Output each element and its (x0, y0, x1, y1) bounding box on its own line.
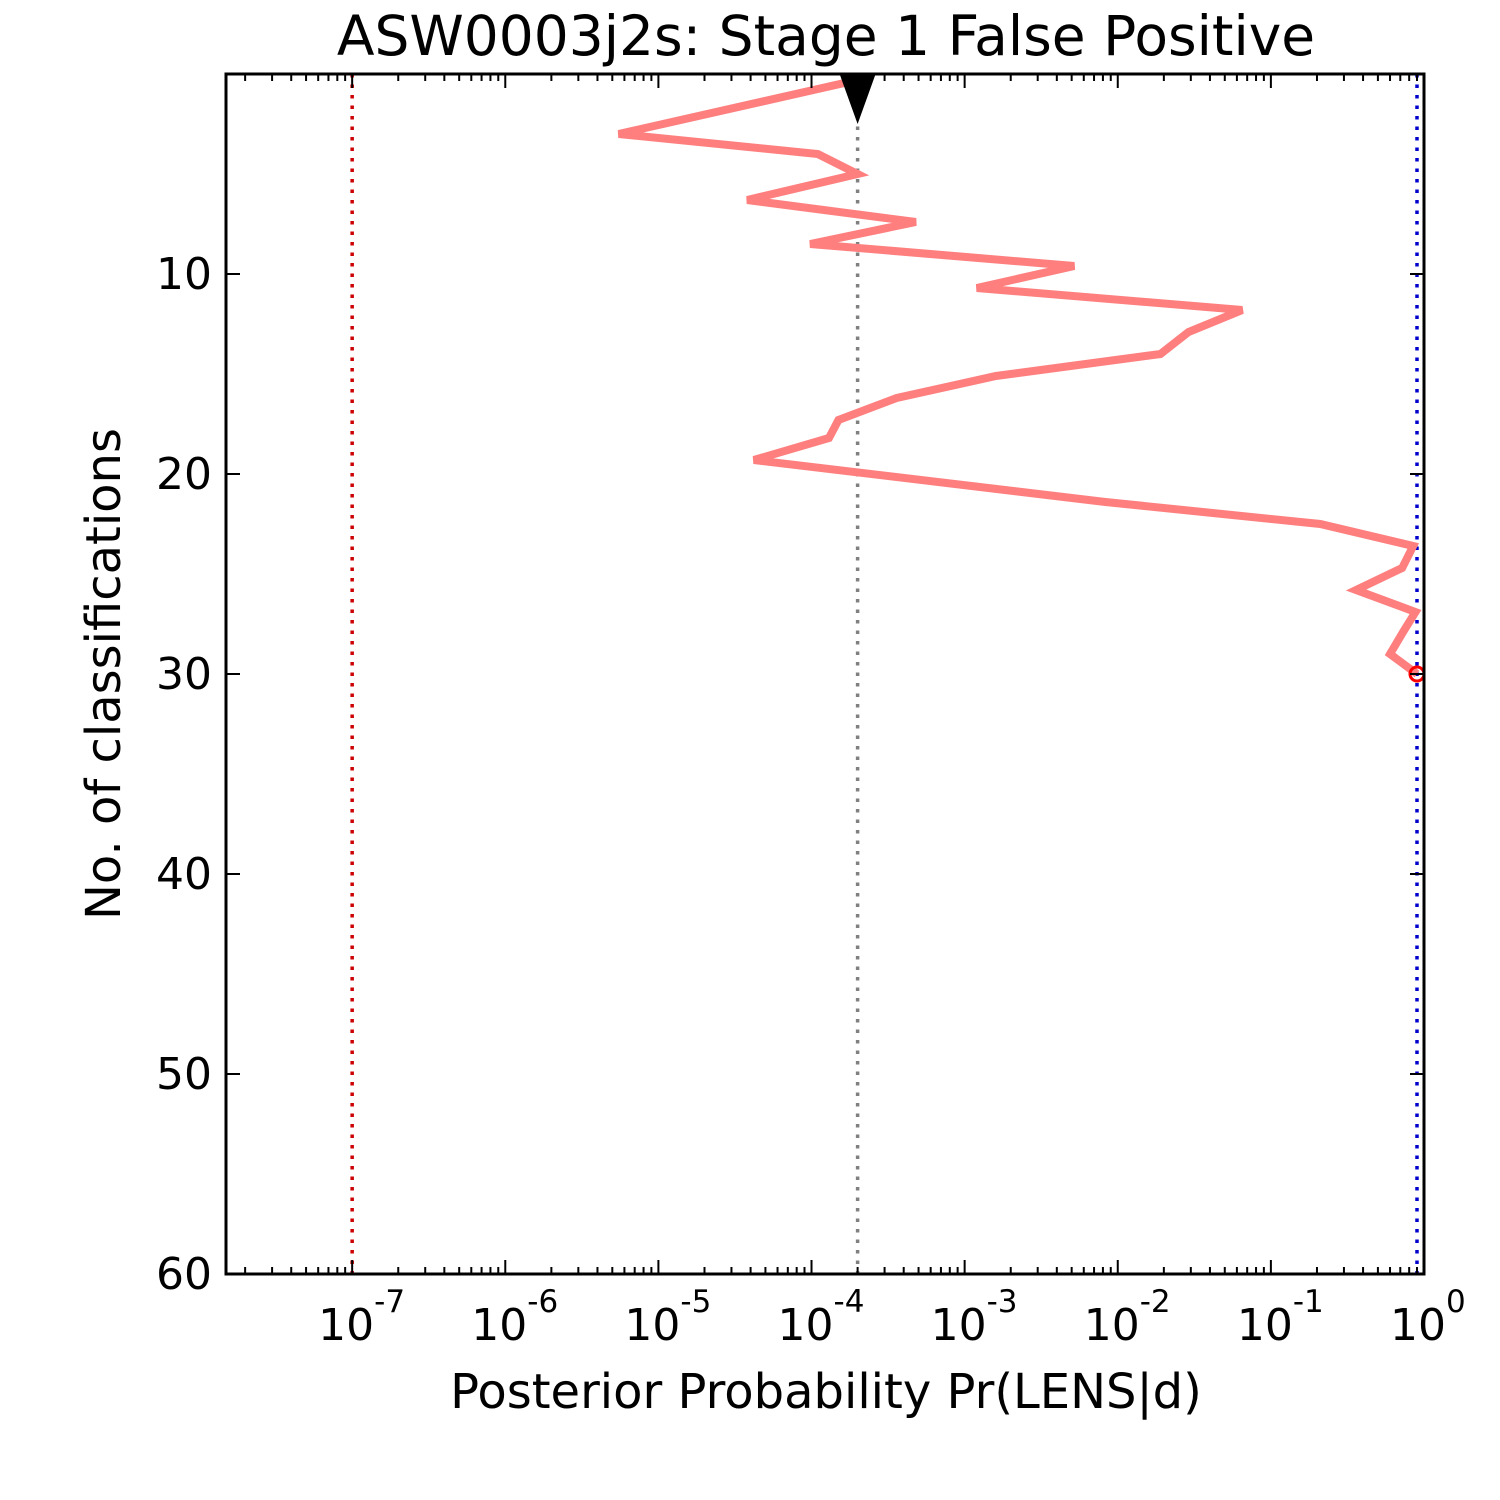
y-axis-label: No. of classifications (76, 428, 132, 920)
y-tick-label: 30 (156, 649, 212, 700)
y-tick-label: 40 (156, 849, 212, 900)
x-tick-exponent: -1 (1293, 1284, 1324, 1320)
x-tick-exponent: -6 (527, 1284, 558, 1320)
x-tick-label: 10 (931, 1300, 987, 1351)
x-tick-exponent: -3 (987, 1284, 1018, 1320)
y-tick-label: 50 (156, 1049, 212, 1100)
x-tick-exponent: 0 (1446, 1284, 1466, 1320)
x-tick-label: 10 (1084, 1300, 1140, 1351)
x-tick-exponent: -5 (680, 1284, 711, 1320)
plot-frame (224, 72, 1426, 1276)
x-tick-label: 10 (1390, 1300, 1446, 1351)
x-tick-label: 10 (778, 1300, 834, 1351)
plot-area (224, 72, 1426, 1276)
x-tick-label: 10 (1237, 1300, 1293, 1351)
x-tick-exponent: -4 (834, 1284, 865, 1320)
x-axis-tick-labels: 10 -7 10 -6 10 -5 10 -4 10 -3 10 -2 10 -1 10 0 (318, 1284, 1466, 1351)
x-tick-exponent: -7 (374, 1284, 405, 1320)
x-tick-label: 10 (624, 1300, 680, 1351)
y-axis-tick-labels: 10 20 30 40 50 60 (156, 249, 212, 1300)
y-tick-label: 20 (156, 449, 212, 500)
plot-background (226, 74, 1424, 1274)
y-tick-label: 10 (156, 249, 212, 300)
chart-title: ASW0003j2s: Stage 1 False Positive (337, 4, 1315, 68)
x-axis-label: Posterior Probability Pr(LENS|d) (450, 1364, 1202, 1420)
series-layer (617, 76, 1422, 678)
x-tick-exponent: -2 (1140, 1284, 1171, 1320)
y-tick-label: 60 (156, 1249, 212, 1300)
start-marker (839, 74, 876, 124)
series-line-0 (617, 76, 1422, 678)
x-tick-label: 10 (471, 1300, 527, 1351)
x-tick-label: 10 (318, 1300, 374, 1351)
